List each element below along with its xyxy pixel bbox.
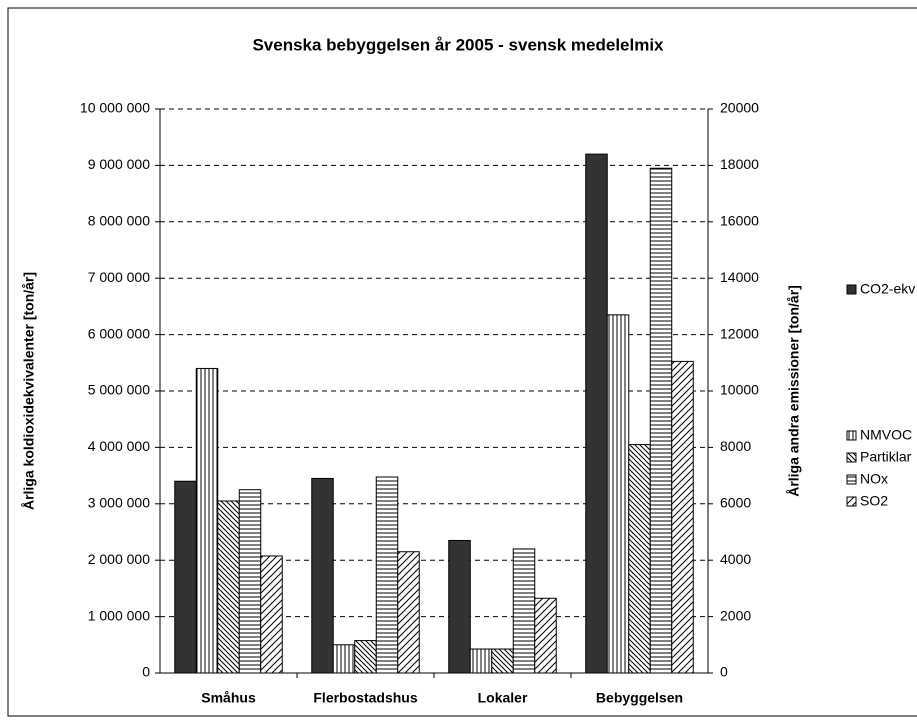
bar — [628, 444, 651, 674]
legend-swatch — [846, 284, 857, 295]
bar — [174, 480, 197, 674]
y-tick-label: 2 000 000 — [88, 551, 150, 567]
bar — [448, 539, 471, 674]
y2-tick-label: 8000 — [720, 438, 751, 454]
bar — [585, 153, 608, 674]
legend-label: SO2 — [860, 493, 888, 509]
bar — [491, 648, 514, 674]
y-tick-label: 4 000 000 — [88, 438, 150, 454]
y-tick-label: 10 000 000 — [80, 100, 150, 116]
bar — [332, 644, 356, 674]
bar — [671, 360, 694, 674]
y-tick-label: 8 000 000 — [88, 213, 150, 229]
x-tick-label: Flerbostadshus — [313, 690, 417, 706]
x-tick-label: Småhus — [201, 690, 256, 706]
y2-tick-label: 16000 — [720, 213, 759, 229]
y-tick-label: 6 000 000 — [88, 325, 150, 341]
y2-tick-label: 18000 — [720, 156, 759, 172]
legend-label: NOx — [860, 471, 888, 487]
y-axis-title: Årliga koldioxidekvivalenter [ton/år] — [21, 272, 37, 510]
y-tick-label: 0 — [142, 664, 150, 680]
legend-swatch — [846, 474, 857, 485]
x-tick-label: Lokaler — [478, 690, 528, 706]
legend-swatch — [846, 452, 857, 463]
legend-label: NMVOC — [860, 427, 912, 443]
y-tick-label: 3 000 000 — [88, 495, 150, 511]
bar — [311, 477, 334, 674]
y2-tick-label: 0 — [720, 664, 728, 680]
y-tick-label: 7 000 000 — [88, 269, 150, 285]
bar — [512, 548, 536, 674]
legend-swatch — [846, 496, 857, 507]
legend-label: Partiklar — [860, 449, 912, 465]
bar — [606, 314, 630, 674]
legend-label: CO2-ekv — [860, 281, 915, 297]
y2-tick-label: 14000 — [720, 269, 759, 285]
y2-tick-label: 2000 — [720, 607, 751, 623]
bar — [375, 476, 399, 674]
x-tick-label: Bebyggelsen — [596, 690, 683, 706]
bar — [649, 167, 673, 674]
y2-tick-label: 6000 — [720, 495, 751, 511]
y2-tick-label: 12000 — [720, 325, 759, 341]
y-tick-label: 5 000 000 — [88, 382, 150, 398]
bar — [238, 489, 262, 674]
bar — [260, 555, 283, 674]
bar — [469, 648, 493, 674]
chart-title: Svenska bebyggelsen år 2005 - svensk med… — [252, 35, 664, 54]
y2-tick-label: 4000 — [720, 551, 751, 567]
bar — [195, 367, 219, 674]
y-tick-label: 9 000 000 — [88, 156, 150, 172]
bar — [397, 551, 420, 674]
bar — [217, 500, 240, 674]
y2-tick-label: 10000 — [720, 382, 759, 398]
y2-axis-title: Årliga andra emissioner [ton/år] — [786, 285, 802, 497]
y2-tick-label: 20000 — [720, 100, 759, 116]
bar — [534, 597, 557, 674]
bar — [354, 640, 377, 674]
legend-swatch — [846, 430, 857, 441]
y-tick-label: 1 000 000 — [88, 607, 150, 623]
